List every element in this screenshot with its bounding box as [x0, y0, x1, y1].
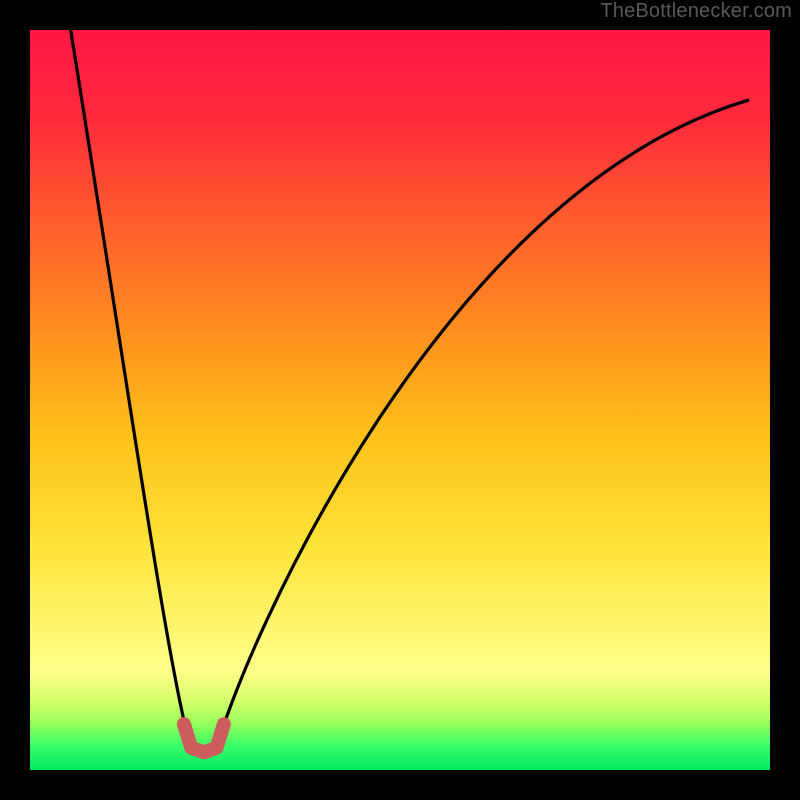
curves-layer — [30, 30, 770, 770]
min-marker-u-icon — [184, 724, 224, 752]
curve-left-branch — [71, 30, 189, 742]
chart-container: TheBottlenecker.com — [0, 0, 800, 800]
watermark-text: TheBottlenecker.com — [600, 0, 792, 23]
frame-border-left — [0, 0, 30, 800]
frame-border-right — [770, 0, 800, 800]
frame-border-bottom — [0, 770, 800, 800]
curve-right-branch — [219, 100, 748, 742]
plot-area — [30, 30, 770, 770]
